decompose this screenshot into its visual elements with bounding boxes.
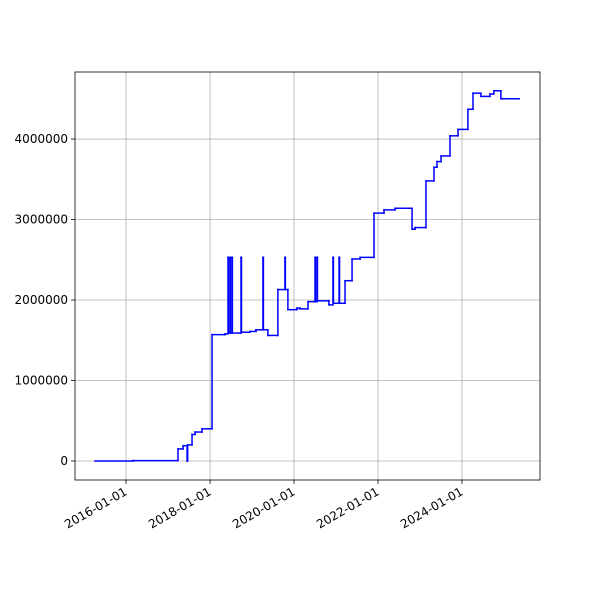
y-tick-label: 1000000 [15, 374, 68, 388]
plot-layer [94, 90, 520, 462]
x-tick-label: 2024-01-01 [398, 484, 465, 531]
y-tick-label: 3000000 [15, 213, 68, 227]
x-tick-label: 2016-01-01 [62, 484, 129, 531]
x-tick-label: 2020-01-01 [230, 484, 297, 531]
grid-layer [75, 72, 540, 480]
plot-frame [74, 71, 541, 481]
x-tick-label: 2022-01-01 [314, 484, 381, 531]
tick-layer: 0 1000000 2000000 3000000 4000000 2016-01-01 2… [15, 132, 466, 531]
y-tick-label: 2000000 [15, 293, 68, 307]
y-tick-label: 4000000 [15, 132, 68, 146]
x-tick-label: 2018-01-01 [146, 484, 213, 531]
y-tick-label: 0 [60, 454, 68, 468]
